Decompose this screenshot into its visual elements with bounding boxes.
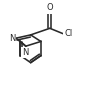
Text: O: O — [46, 3, 53, 12]
Text: Cl: Cl — [65, 29, 73, 38]
Text: N: N — [9, 34, 15, 43]
Text: N: N — [23, 48, 29, 57]
